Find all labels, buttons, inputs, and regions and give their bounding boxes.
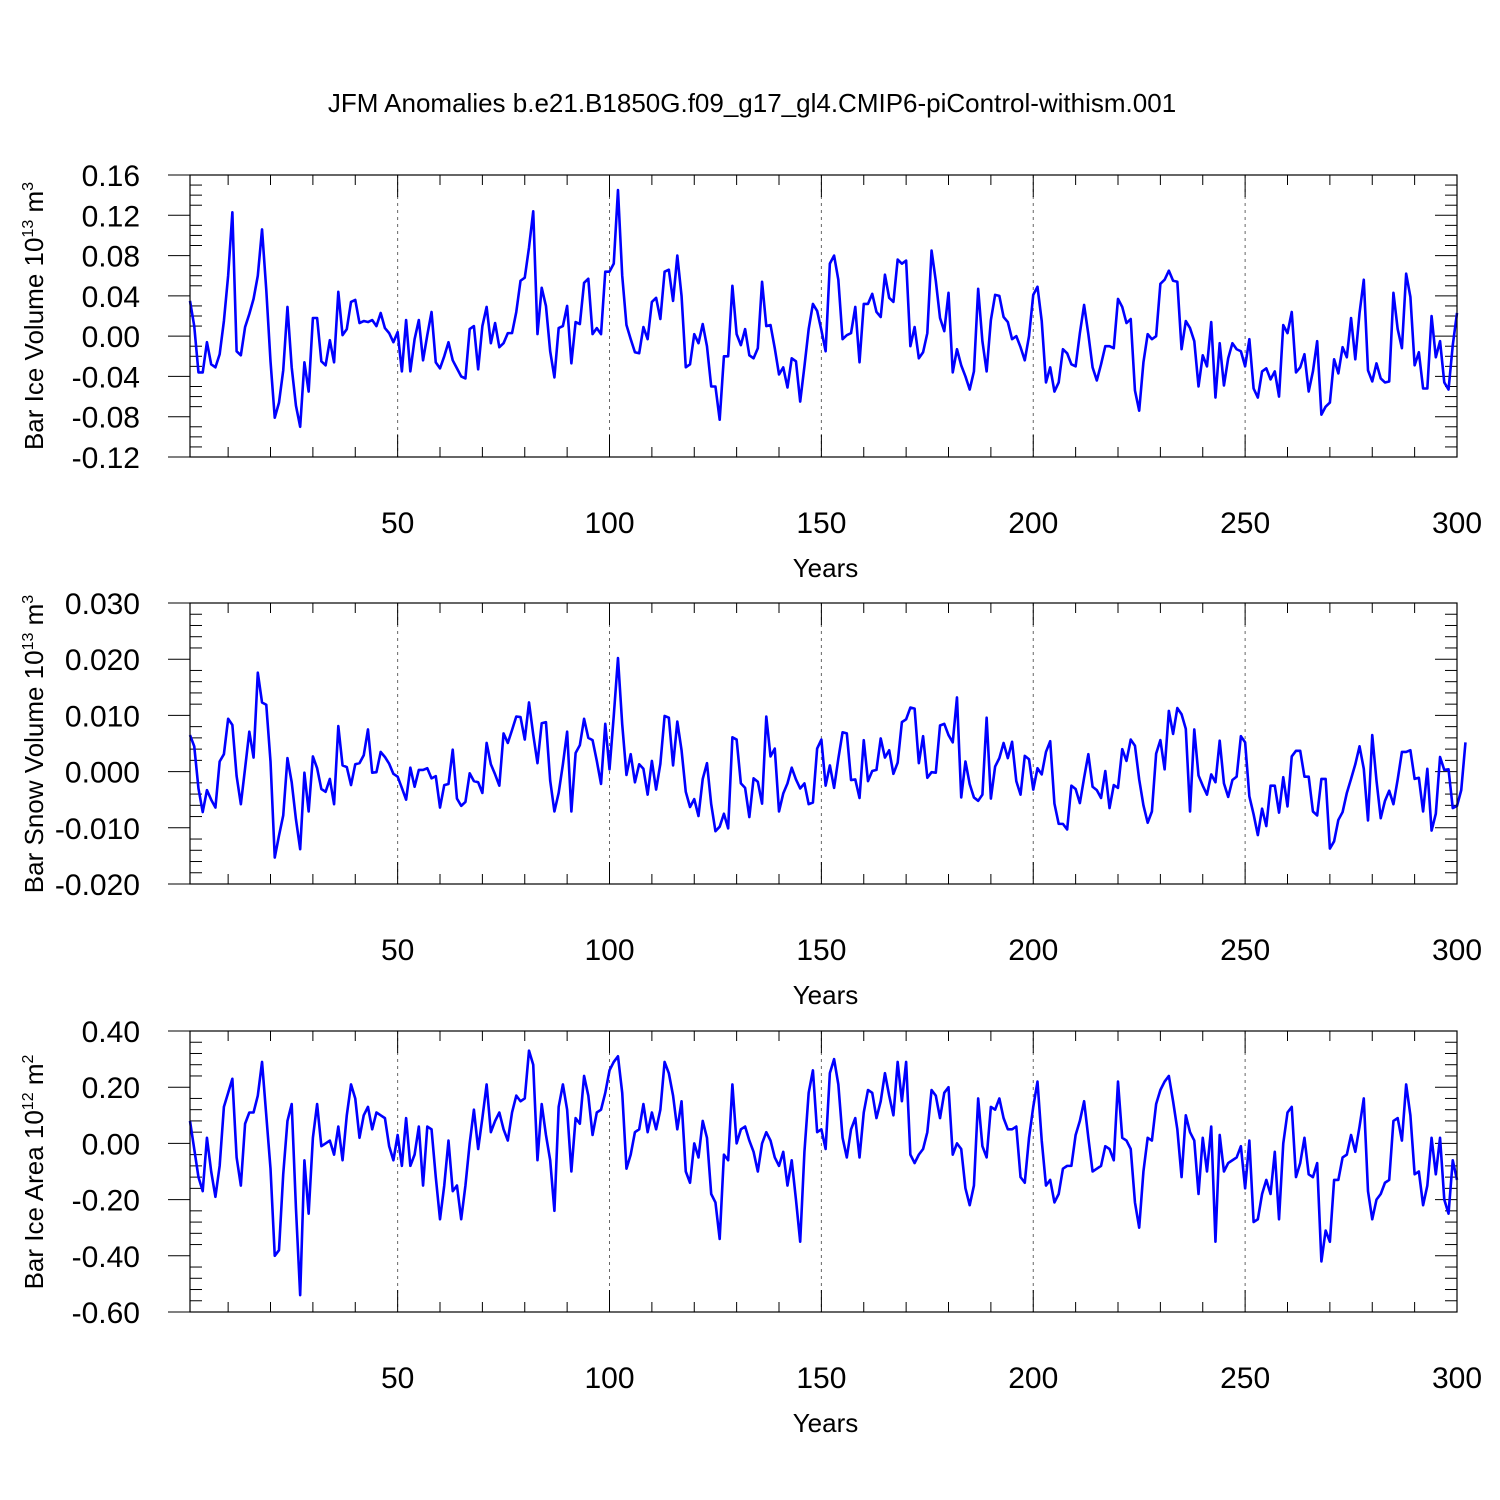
x-tick-label: 200 [1008,934,1058,967]
y-tick-label: 0.12 [82,200,140,233]
y-tick-label: 0.20 [82,1072,140,1105]
y-axis-label-exponent: 13 [20,220,37,238]
x-axis-label: Years [793,553,859,583]
y-tick-label: 0.08 [82,241,140,274]
x-tick-label: 300 [1432,934,1482,967]
y-axis-label-text: Bar Ice Area 10 [19,1110,49,1289]
x-axis-label: Years [793,1408,859,1438]
y-tick-label: 0.04 [82,281,140,314]
y-axis-label: Bar Ice Area 1012 m2 [19,1054,49,1289]
x-tick-label: 50 [381,1362,414,1395]
x-axis-label: Years [793,980,859,1010]
x-tick-label: 100 [584,934,634,967]
y-axis-label-exponent: 13 [20,632,37,650]
x-tick-label: 100 [584,1362,634,1395]
y-axis-label-exponent: 12 [20,1092,37,1110]
y-tick-label: -0.010 [55,813,140,846]
series-line [188,1049,1459,1297]
y-tick-label: 0.40 [82,1016,140,1049]
y-axis-label: Bar Ice Volume 1013 m3 [19,182,49,450]
panel-bar-ice-area: -0.60 -0.40 -0.20 0.00 0.20 0.40 50 100 150 200 25… [19,1016,1482,1438]
y-axis-label-unit-exponent: 2 [20,1054,37,1063]
y-tick-label: -0.04 [72,361,140,394]
series-line [188,188,1459,429]
y-axis-label: Bar Snow Volume 1013 m3 [19,595,49,894]
y-axis-label-unit-exponent: 3 [20,182,37,191]
y-axis-label-text: Bar Snow Volume 10 [19,650,49,893]
x-tick-label: 300 [1432,507,1482,540]
panel-bar-snow-volume: -0.020 -0.010 0.000 0.010 0.020 0.030 50 100 150… [19,588,1482,1010]
chart-title: JFM Anomalies b.e21.B1850G.f09_g17_gl4.C… [328,88,1176,118]
panel-bar-ice-volume: -0.12 -0.08 -0.04 0.00 0.04 0.08 0.12 0.16 50 100… [19,160,1482,583]
y-tick-label: 0.020 [65,644,140,677]
series-line [188,656,1467,859]
x-tick-label: 150 [796,507,846,540]
y-axis-label-unit: m [19,604,49,633]
x-tick-label: 50 [381,507,414,540]
y-axis-label-unit-exponent: 3 [20,595,37,604]
plot-frame [189,174,1458,458]
y-tick-label: -0.60 [72,1297,140,1330]
y-tick-label: -0.020 [55,869,140,902]
plot-frame [189,1030,1458,1313]
y-tick-label: 0.030 [65,588,140,621]
y-axis-label-unit: m [19,191,49,220]
y-tick-label: 0.00 [82,1128,140,1161]
y-tick-label: 0.16 [82,160,140,193]
x-tick-label: 50 [381,934,414,967]
x-tick-label: 200 [1008,507,1058,540]
y-tick-label: -0.08 [72,402,140,435]
y-axis-label-text: Bar Ice Volume 10 [19,238,49,450]
y-tick-label: -0.12 [72,442,140,475]
x-tick-label: 250 [1220,934,1270,967]
y-tick-label: -0.20 [72,1185,140,1218]
plot-frame [189,602,1458,885]
x-tick-label: 250 [1220,507,1270,540]
x-tick-label: 100 [584,507,634,540]
x-tick-label: 150 [796,934,846,967]
y-tick-label: 0.000 [65,757,140,790]
y-axis-label-unit: m [19,1063,49,1092]
x-tick-label: 150 [796,1362,846,1395]
y-tick-label: 0.010 [65,700,140,733]
x-tick-label: 200 [1008,1362,1058,1395]
x-tick-label: 250 [1220,1362,1270,1395]
x-tick-label: 300 [1432,1362,1482,1395]
y-tick-label: 0.00 [82,321,140,354]
y-tick-label: -0.40 [72,1241,140,1274]
